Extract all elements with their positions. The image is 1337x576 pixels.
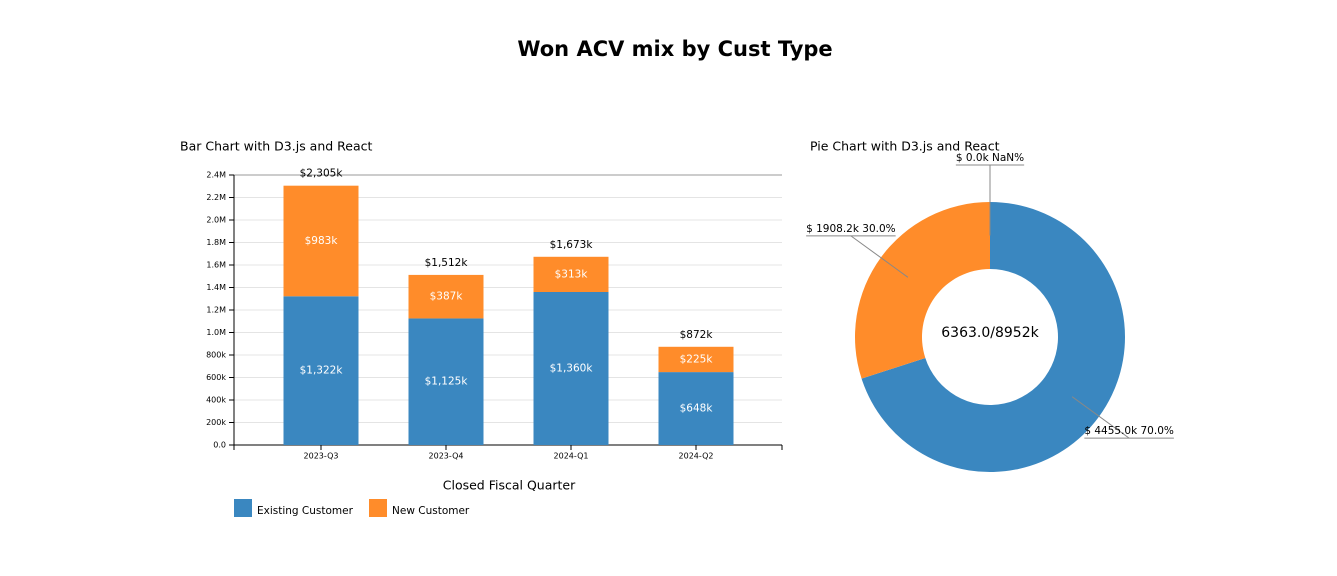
- y-tick-label: 600k: [206, 373, 226, 382]
- bar-total-label: $2,305k: [300, 168, 344, 180]
- bar-total-label: $1,673k: [550, 239, 594, 251]
- bar-segment: [408, 274, 484, 319]
- pie-value-label: $ 1908.2k 30.0%: [806, 223, 896, 235]
- y-tick-label: 1.0M: [206, 328, 226, 337]
- bar-total-label: $1,512k: [425, 257, 469, 269]
- bar-value-label: $313k: [555, 268, 589, 280]
- bar-value-label: $648k: [680, 403, 714, 415]
- x-tick-label: 2023-Q3: [304, 452, 339, 461]
- pie-center-label: 6363.0/8952k: [941, 325, 1039, 341]
- pie-slice: [855, 202, 990, 379]
- bar-segment: [658, 372, 734, 445]
- x-tick-label: 2023-Q4: [429, 452, 464, 461]
- bar-value-label: $225k: [680, 353, 714, 365]
- y-tick-label: 400k: [206, 396, 226, 405]
- y-tick-label: 0.0: [213, 441, 226, 450]
- pie-chart-title: Pie Chart with D3.js and React: [810, 139, 1000, 154]
- pie-value-label: $ 4455.0k 70.0%: [1084, 425, 1174, 437]
- y-tick-label: 1.6M: [206, 261, 226, 270]
- bar-segment: [408, 318, 484, 445]
- legend-swatch: [234, 499, 252, 517]
- bar-value-label: $1,125k: [425, 376, 469, 388]
- bar-segment: [658, 346, 734, 373]
- bar-value-label: $387k: [430, 291, 464, 303]
- bar-chart-title: Bar Chart with D3.js and React: [180, 139, 373, 154]
- x-tick-label: 2024-Q2: [679, 452, 714, 461]
- y-tick-label: 200k: [206, 418, 226, 427]
- legend-label: Existing Customer: [257, 505, 354, 517]
- bar-value-label: $983k: [305, 235, 339, 247]
- legend-swatch: [369, 499, 387, 517]
- bar-total-label: $872k: [680, 329, 714, 341]
- leader-line: [1071, 396, 1130, 439]
- y-tick-label: 1.2M: [206, 306, 226, 315]
- bar-segment: [533, 256, 609, 292]
- bar-segment: [283, 185, 359, 297]
- leader-line: [850, 235, 909, 278]
- y-tick-label: 1.8M: [206, 238, 226, 247]
- y-tick-label: 800k: [206, 351, 226, 360]
- bar-value-label: $1,322k: [300, 365, 344, 377]
- pie-slice: [861, 202, 1125, 472]
- y-tick-label: 1.4M: [206, 283, 226, 292]
- legend-label: New Customer: [392, 505, 470, 517]
- x-tick-label: 2024-Q1: [554, 452, 589, 461]
- bar-segment: [533, 292, 609, 445]
- bar-segment: [283, 296, 359, 445]
- bar-value-label: $1,360k: [550, 363, 594, 375]
- y-tick-label: 2.4M: [206, 171, 226, 180]
- y-tick-label: 2.2M: [206, 193, 226, 202]
- x-axis-label: Closed Fiscal Quarter: [443, 478, 576, 493]
- page-title: Won ACV mix by Cust Type: [517, 37, 832, 61]
- pie-value-label: $ 0.0k NaN%: [956, 152, 1024, 164]
- y-tick-label: 2.0M: [206, 216, 226, 225]
